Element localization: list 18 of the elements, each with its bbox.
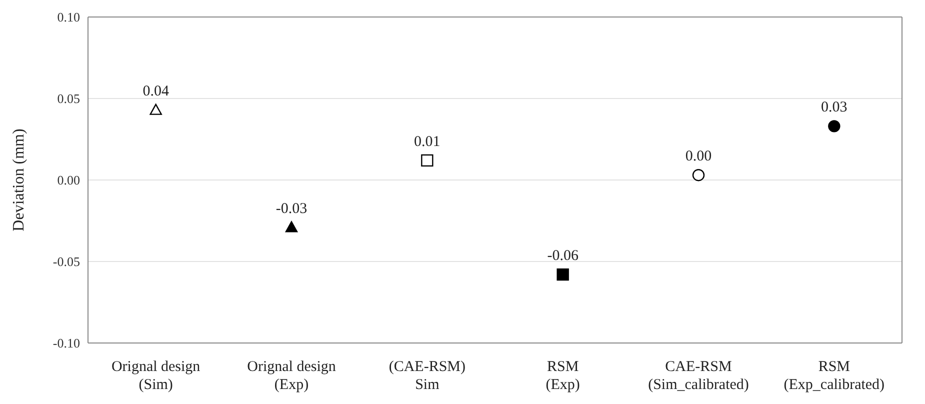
data-label: -0.03	[276, 200, 308, 217]
data-label: 0.00	[685, 148, 712, 165]
data-label: 0.03	[821, 100, 848, 116]
data-label: 0.04	[142, 83, 170, 100]
x-tick-label: Orignal design (Exp)	[247, 359, 336, 393]
x-tick-label: CAE-RSM (Sim_calibrated)	[648, 359, 749, 393]
y-tick-label: -0.10	[52, 336, 80, 351]
x-tick-label: (CAE-RSM) Sim	[388, 359, 466, 393]
x-tick-label: RSM (Exp_calibrated)	[784, 359, 885, 393]
y-tick-label: 0.00	[57, 172, 80, 188]
y-tick-label: 0.05	[57, 91, 80, 106]
x-tick-label: Orignal design (Sim)	[111, 359, 201, 393]
y-tick-label: 0.10	[57, 10, 80, 25]
data-label: 0.01	[414, 134, 440, 150]
data-label: -0.06	[547, 248, 579, 264]
y-axis-title: Deviation (mm)	[10, 128, 28, 232]
x-tick-label: RSM (Exp)	[546, 359, 580, 393]
y-tick-label: -0.05	[52, 254, 80, 270]
